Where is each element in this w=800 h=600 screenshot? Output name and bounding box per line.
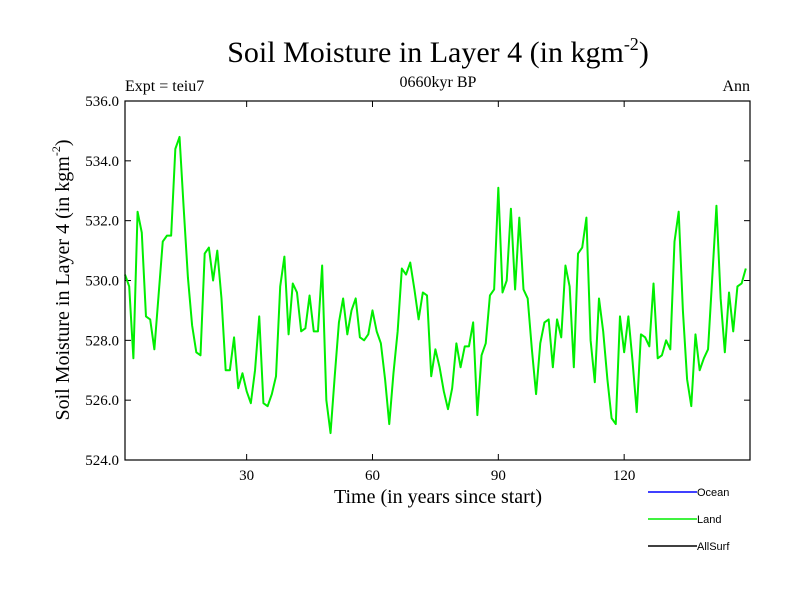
y-tick-label: 532.0 [85, 214, 119, 230]
chart-title: Soil Moisture in Layer 4 (in kgm-2) [227, 34, 649, 69]
y-tick-label: 524.0 [85, 453, 119, 469]
y-tick-label: 534.0 [85, 154, 119, 170]
y-axis-label-close: ) [52, 139, 74, 146]
y-tick-label: 536.0 [85, 94, 119, 110]
legend-label-land: Land [697, 514, 721, 526]
chart-title-text: Soil Moisture in Layer 4 (in kgm [227, 36, 624, 69]
series-group [124, 135, 747, 435]
y-tick-label: 530.0 [85, 274, 119, 290]
y-tick-label: 526.0 [85, 393, 119, 409]
plot-frame [124, 100, 751, 461]
legend-label-ocean: Ocean [697, 487, 729, 499]
chart-subtitle: 0660kyr BP [400, 74, 477, 91]
legend-label-allsurf: AllSurf [697, 541, 730, 553]
x-tick-label: 30 [239, 468, 254, 484]
x-tick-label: 120 [613, 468, 636, 484]
legend: Ocean Land AllSurf [648, 487, 730, 553]
season-label: Ann [722, 78, 750, 95]
y-axis-ticks: 524.0 526.0 528.0 530.0 532.0 534.0 536.0 [85, 94, 750, 469]
series-line-land [124, 135, 747, 435]
x-axis-label: Time (in years since start) [334, 486, 542, 508]
y-axis-label-sup: -2 [49, 146, 63, 156]
experiment-label: Expt = teiu7 [125, 78, 204, 95]
x-axis-ticks: 30 60 90 120 [239, 101, 635, 484]
x-tick-label: 60 [365, 468, 380, 484]
y-axis-label-text: Soil Moisture in Layer 4 (in kgm [52, 156, 74, 421]
x-tick-label: 90 [491, 468, 506, 484]
y-tick-label: 528.0 [85, 333, 119, 349]
chart-title-close: ) [639, 36, 649, 69]
chart-title-sup: -2 [624, 34, 639, 54]
y-axis-label: Soil Moisture in Layer 4 (in kgm-2) [49, 139, 74, 420]
